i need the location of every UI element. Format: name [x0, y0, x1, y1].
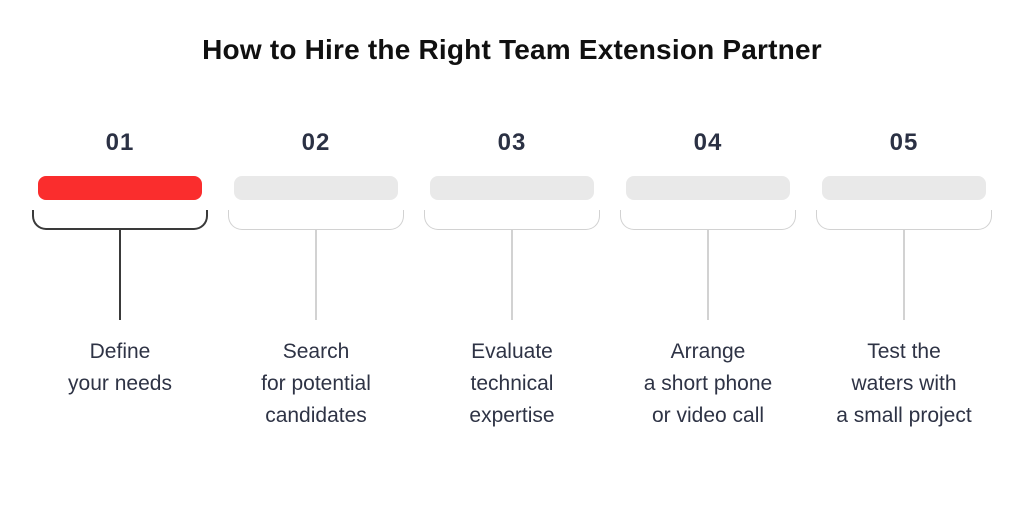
connector-line	[119, 230, 121, 320]
step-column-4: 04 Arrange a short phone or video call	[610, 128, 806, 432]
step-column-1: 01 Define your needs	[22, 128, 218, 432]
bracket-connector	[620, 210, 796, 230]
step-label: Search for potential candidates	[261, 340, 371, 427]
connector-line	[903, 230, 905, 320]
bracket-connector	[32, 210, 208, 230]
bracket-connector	[816, 210, 992, 230]
step-column-3: 03 Evaluate technical expertise	[414, 128, 610, 432]
step-progress-bar	[626, 176, 790, 200]
step-number: 02	[301, 129, 331, 156]
step-label: Define your needs	[68, 340, 172, 395]
connector-line	[511, 230, 513, 320]
bracket-connector	[228, 210, 404, 230]
bracket-connector	[424, 210, 600, 230]
step-progress-bar	[822, 176, 986, 200]
step-label: Arrange a short phone or video call	[643, 340, 773, 427]
step-number: 04	[693, 129, 723, 156]
step-label: Evaluate technical expertise	[469, 340, 555, 427]
step-number: 03	[497, 129, 527, 156]
step-column-5: 05 Test the waters with a small project	[806, 128, 1002, 432]
connector-line	[315, 230, 317, 320]
page-title: How to Hire the Right Team Extension Par…	[202, 34, 822, 65]
step-progress-bar	[430, 176, 594, 200]
steps-row: 01 Define your needs 02 Search for poten…	[0, 128, 1024, 432]
step-progress-bar	[38, 176, 202, 200]
step-number: 01	[105, 129, 135, 156]
step-number: 05	[889, 129, 919, 156]
step-label: Test the waters with a small project	[836, 340, 972, 427]
step-column-2: 02 Search for potential candidates	[218, 128, 414, 432]
connector-line	[707, 230, 709, 320]
step-progress-bar	[234, 176, 398, 200]
